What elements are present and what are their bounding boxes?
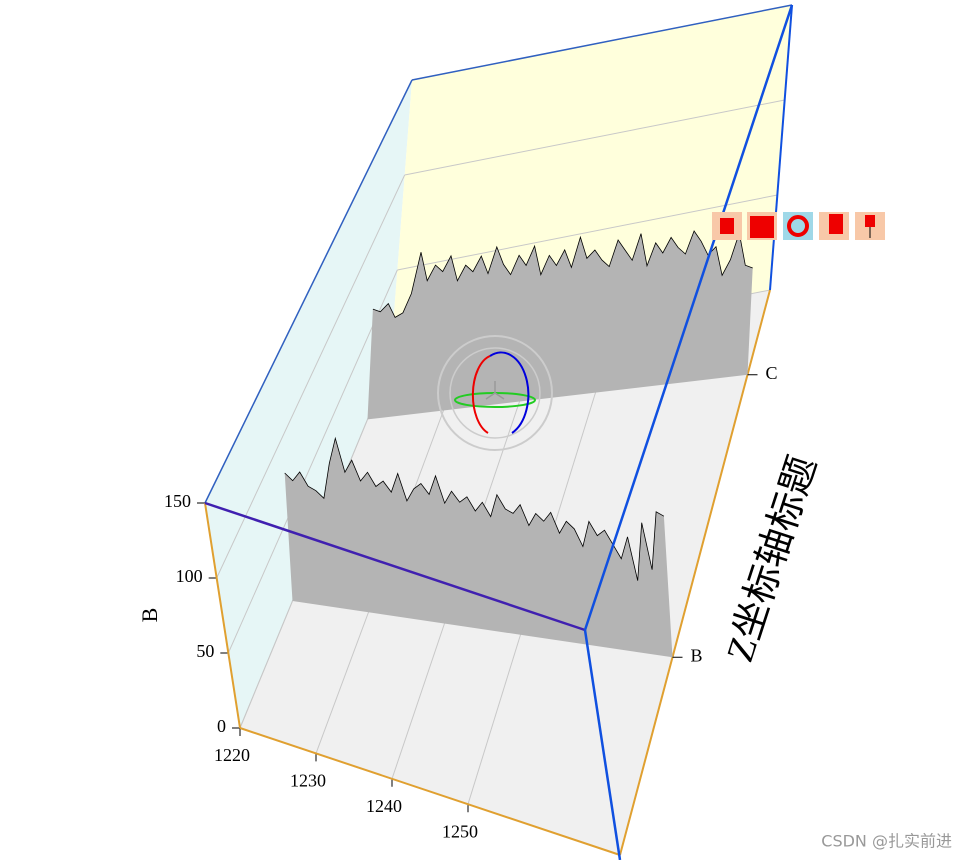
grid-line xyxy=(397,194,778,271)
axis-line xyxy=(583,4,794,631)
axis-line xyxy=(204,502,241,729)
axis-line xyxy=(583,629,622,860)
watermark: CSDN @扎实前进 xyxy=(821,832,952,851)
y-tick-label: 100 xyxy=(176,566,203,586)
series-line xyxy=(372,230,753,318)
rotation-gizmo xyxy=(437,335,553,451)
axis-line xyxy=(239,727,621,856)
axis-line xyxy=(204,79,413,504)
area xyxy=(284,438,673,658)
toolbar xyxy=(712,212,885,240)
series-line xyxy=(284,436,665,581)
grid-line xyxy=(404,99,785,176)
grid-line xyxy=(227,269,398,654)
area xyxy=(367,231,753,420)
y-axis-title: B xyxy=(137,608,162,623)
axis-line xyxy=(204,501,586,632)
x-tick-label: 1250 xyxy=(442,821,478,841)
z-axis-title: Z坐标轴标题 xyxy=(719,451,825,667)
left-wall xyxy=(205,80,412,728)
y-tick-label: 150 xyxy=(164,491,191,511)
y-tick-label: 50 xyxy=(196,641,214,661)
axis-line xyxy=(619,289,771,856)
axis-line xyxy=(411,4,793,81)
x-tick-label: 1240 xyxy=(366,796,402,816)
z-tick-label: C xyxy=(766,363,778,383)
plot-3d: 1220 1230 1240 1250 0 50 100 150 B C xyxy=(164,4,794,860)
z-tick-label: B xyxy=(691,645,703,665)
y-tick-label: 0 xyxy=(217,716,226,736)
grid-line xyxy=(216,174,406,579)
axis-line xyxy=(769,4,793,291)
x-tick-label: 1220 xyxy=(214,745,250,765)
x-tick-label: 1230 xyxy=(290,771,326,791)
